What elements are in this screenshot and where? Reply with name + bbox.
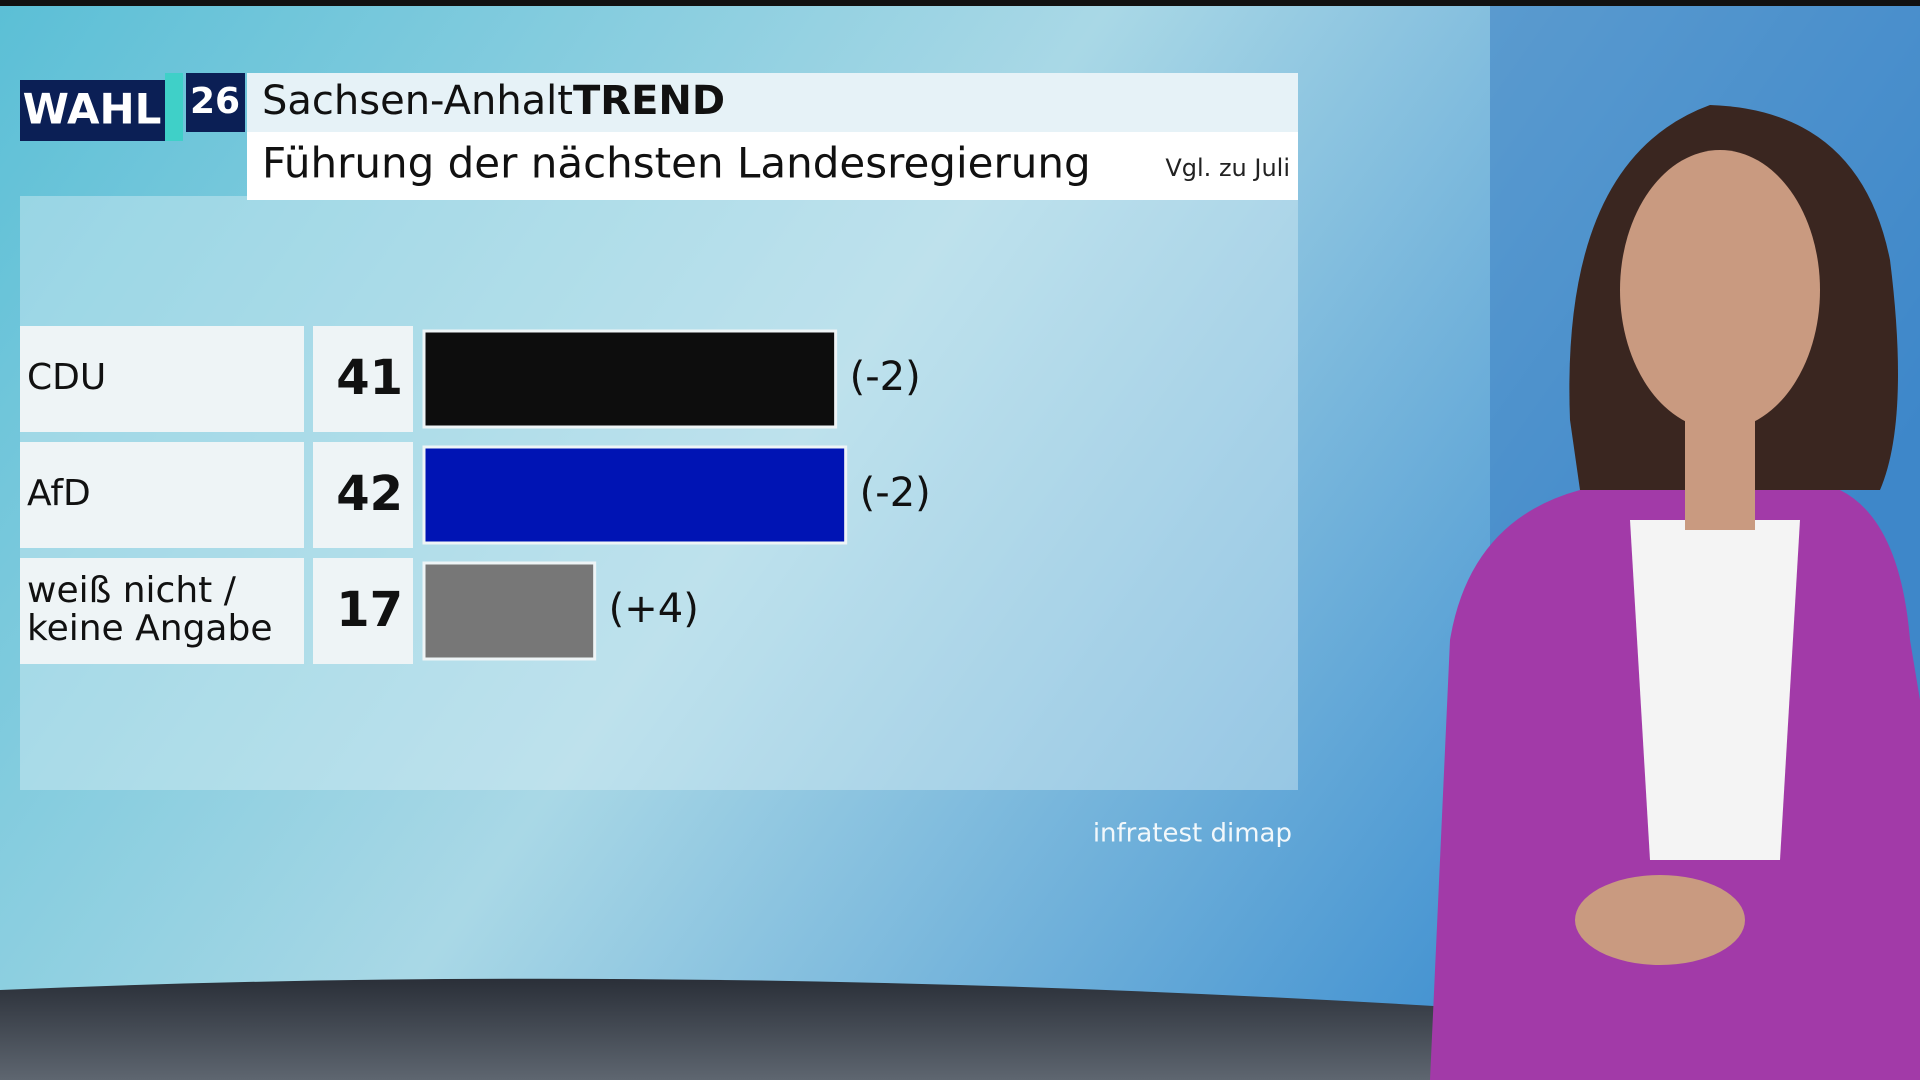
category-label: AfD: [27, 473, 91, 514]
logo-number-box: [186, 73, 245, 132]
value-label: 42: [336, 466, 403, 522]
logo-number: 26: [190, 81, 240, 122]
title-main: Sachsen-Anhalt: [262, 78, 573, 124]
logo-accent: [165, 73, 183, 141]
title-suffix: TREND: [573, 78, 725, 124]
category-label: CDU: [27, 357, 106, 398]
logo-word: WAHL: [23, 85, 162, 134]
neck: [1685, 400, 1755, 530]
bar: [422, 329, 838, 429]
label-box: [20, 442, 304, 548]
value-box: [313, 442, 413, 548]
change-label: (-2): [860, 470, 931, 516]
face: [1620, 150, 1820, 430]
label-box: [20, 326, 304, 432]
value-box: [313, 558, 413, 664]
source: infratest dimap: [1093, 819, 1292, 849]
shirt: [1630, 520, 1800, 860]
category-label: weiß nicht /: [27, 570, 237, 611]
change-label: (-2): [850, 354, 921, 400]
logo-box: [20, 80, 165, 141]
value-label: 41: [336, 350, 403, 406]
comparison-note: Vgl. zu Juli: [1165, 154, 1290, 182]
subtitle-band: [247, 132, 1298, 200]
bar: [422, 561, 597, 661]
change-label: (+4): [609, 586, 699, 632]
value-label: 17: [336, 582, 403, 638]
bar: [422, 445, 848, 545]
chart-subtitle: Führung der nächsten Landesregierung: [262, 139, 1091, 188]
category-label: keine Angabe: [27, 608, 272, 649]
presenter: [1430, 105, 1920, 1080]
chart-title: Sachsen-AnhaltTREND: [262, 78, 725, 124]
top-edge: [0, 0, 1920, 6]
value-box: [313, 326, 413, 432]
label-box: [20, 558, 304, 664]
hands: [1575, 875, 1745, 965]
floor: [0, 978, 1500, 1080]
title-band: [247, 73, 1298, 132]
chart: CDU 41 (-2) AfD 42 (-2) weiß nicht /keine Anga…: [20, 326, 931, 664]
